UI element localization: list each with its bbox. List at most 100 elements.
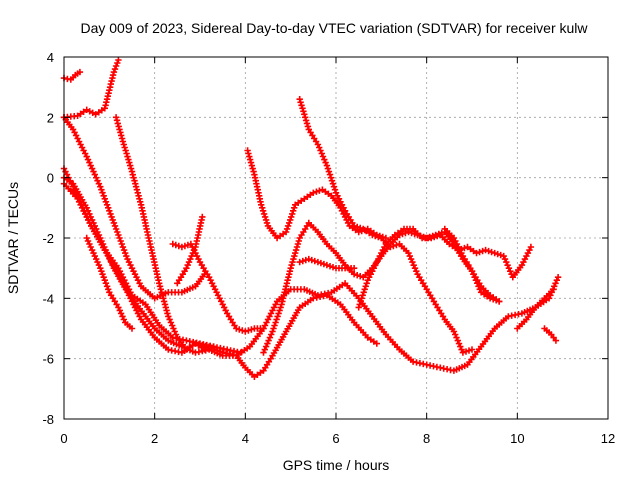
data-point bbox=[246, 153, 253, 160]
y-tick-label: 0 bbox=[47, 171, 54, 186]
series-track-7 bbox=[83, 234, 136, 332]
data-point bbox=[331, 186, 339, 193]
data-point bbox=[261, 346, 268, 353]
data-point bbox=[97, 183, 104, 190]
data-point bbox=[83, 234, 90, 242]
data-point bbox=[468, 268, 476, 275]
data-point bbox=[428, 234, 435, 242]
data-point bbox=[119, 313, 126, 320]
data-point bbox=[268, 331, 275, 338]
data-point bbox=[355, 304, 362, 311]
data-point bbox=[387, 243, 394, 251]
x-axis-label: GPS time / hours bbox=[283, 457, 390, 473]
data-point bbox=[100, 274, 107, 281]
series-track-8 bbox=[112, 114, 217, 353]
data-point bbox=[181, 242, 189, 250]
data-point bbox=[272, 319, 279, 326]
data-point bbox=[314, 141, 322, 148]
data-point bbox=[295, 237, 302, 245]
data-point bbox=[90, 168, 97, 175]
data-point bbox=[316, 187, 323, 194]
data-point bbox=[99, 271, 106, 278]
data-point bbox=[409, 258, 416, 266]
data-point bbox=[494, 250, 501, 258]
data-point bbox=[357, 298, 364, 305]
data-point bbox=[116, 126, 123, 133]
series-layer bbox=[60, 56, 562, 380]
axis-ticks bbox=[63, 56, 609, 420]
data-point bbox=[292, 246, 300, 254]
data-point bbox=[167, 319, 175, 326]
data-point bbox=[175, 242, 182, 250]
data-point bbox=[405, 249, 412, 257]
data-point bbox=[178, 243, 186, 251]
data-point bbox=[116, 307, 123, 314]
data-point bbox=[479, 247, 486, 255]
data-point bbox=[236, 326, 243, 333]
data-point bbox=[130, 174, 137, 181]
data-point bbox=[114, 59, 121, 67]
y-tick-label: -4 bbox=[42, 291, 54, 306]
data-point bbox=[293, 243, 301, 251]
data-point bbox=[126, 159, 133, 166]
data-point bbox=[458, 346, 465, 353]
data-point bbox=[363, 280, 370, 287]
data-point bbox=[260, 210, 268, 218]
data-point bbox=[157, 286, 164, 293]
data-point bbox=[497, 251, 504, 259]
y-axis-label: SDTVAR / TECUs bbox=[5, 182, 21, 294]
data-point bbox=[317, 259, 325, 267]
data-point bbox=[207, 344, 214, 351]
data-point bbox=[373, 340, 380, 347]
data-point bbox=[270, 325, 277, 332]
data-point bbox=[390, 242, 397, 250]
data-point bbox=[301, 111, 308, 118]
data-point bbox=[233, 325, 240, 332]
data-point bbox=[123, 150, 130, 157]
data-point bbox=[288, 213, 295, 221]
data-point bbox=[302, 114, 309, 121]
data-point bbox=[434, 232, 441, 240]
data-point bbox=[299, 105, 306, 112]
data-point bbox=[461, 244, 468, 252]
data-point bbox=[125, 156, 132, 163]
data-point bbox=[357, 273, 364, 280]
data-point bbox=[248, 162, 255, 169]
data-point bbox=[496, 298, 503, 305]
data-point bbox=[552, 337, 560, 344]
data-point bbox=[462, 348, 470, 355]
data-point bbox=[476, 286, 483, 293]
data-point bbox=[474, 280, 481, 287]
data-point bbox=[354, 223, 361, 231]
data-point bbox=[411, 265, 419, 272]
data-point bbox=[420, 360, 427, 368]
data-point bbox=[86, 240, 93, 248]
data-point bbox=[320, 260, 328, 268]
data-point bbox=[112, 225, 120, 233]
data-point bbox=[99, 189, 106, 196]
data-point bbox=[109, 216, 116, 224]
series-track-12 bbox=[296, 96, 476, 356]
data-point bbox=[122, 147, 129, 154]
data-point bbox=[468, 346, 476, 353]
data-point bbox=[504, 262, 511, 269]
data-point bbox=[470, 271, 477, 278]
data-point bbox=[264, 340, 271, 347]
series-track-3 bbox=[60, 114, 208, 302]
data-point bbox=[454, 337, 461, 344]
data-point bbox=[503, 258, 510, 266]
data-point bbox=[118, 132, 125, 139]
data-point bbox=[292, 249, 299, 257]
data-point bbox=[457, 343, 464, 350]
data-point bbox=[237, 349, 244, 356]
data-point bbox=[318, 291, 325, 298]
data-point bbox=[114, 228, 121, 236]
data-point bbox=[83, 153, 90, 160]
data-point bbox=[187, 255, 194, 263]
data-point bbox=[406, 252, 413, 260]
data-point bbox=[122, 249, 129, 257]
data-point bbox=[485, 247, 492, 255]
data-point bbox=[204, 345, 211, 352]
data-point bbox=[408, 229, 415, 237]
data-point bbox=[242, 328, 249, 335]
